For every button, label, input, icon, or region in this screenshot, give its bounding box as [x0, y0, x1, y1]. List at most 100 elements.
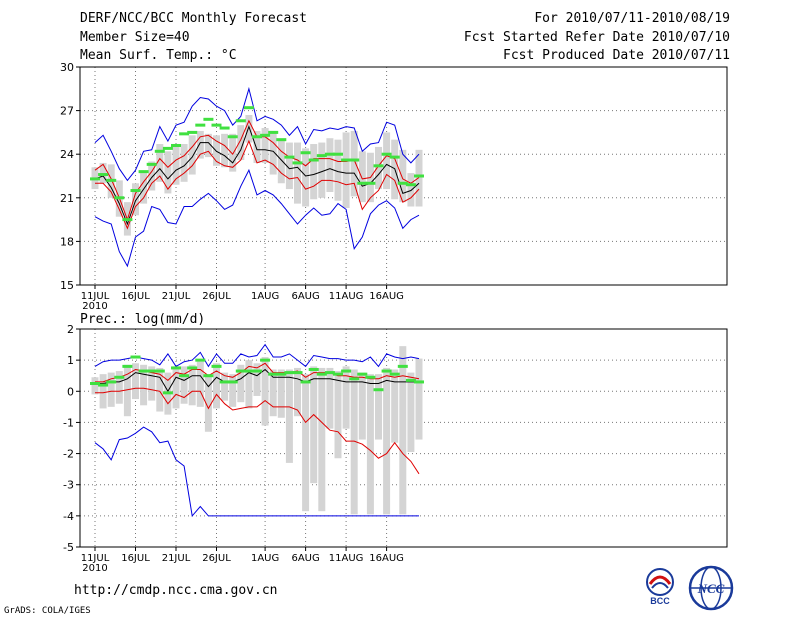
ensemble-box — [237, 364, 245, 403]
ensemble-box — [188, 364, 196, 406]
observed-marker — [414, 380, 424, 384]
ensemble-box — [99, 374, 107, 409]
observed-marker — [154, 149, 165, 153]
observed-marker — [227, 135, 238, 139]
observed-marker — [252, 369, 262, 373]
ensemble-box — [188, 135, 196, 175]
observed-marker — [154, 369, 165, 373]
observed-marker — [219, 380, 230, 384]
observed-marker — [316, 154, 327, 158]
ensemble-box — [350, 369, 358, 515]
x-tick-label: 11AUG — [329, 291, 364, 302]
observed-marker — [324, 371, 335, 375]
observed-marker — [106, 380, 117, 384]
max-line — [94, 343, 420, 368]
ensemble-box — [277, 369, 285, 418]
ensemble-box — [302, 374, 310, 512]
ensemble-box — [148, 366, 156, 401]
x-tick-label: 26JUL — [202, 553, 231, 564]
observed-marker — [260, 133, 271, 137]
x-year-label: 2010 — [82, 563, 107, 574]
observed-marker — [243, 369, 254, 373]
x-tick-label: 16AUG — [369, 553, 404, 564]
precip-panel-title: Prec.: log(mm/d) — [80, 312, 205, 327]
observed-marker — [98, 173, 109, 177]
member-size-label: Member Size=40 — [80, 30, 190, 45]
ensemble-box — [366, 374, 374, 515]
ensemble-box — [132, 363, 139, 400]
observed-marker — [414, 174, 424, 178]
y-tick-label: 1 — [67, 354, 74, 367]
x-tick-label: 1AUG — [251, 553, 279, 564]
ensemble-box — [358, 372, 366, 440]
ensemble-box — [123, 364, 131, 417]
ncc-logo-text: NCC — [697, 581, 725, 596]
y-tick-label: 24 — [60, 148, 74, 161]
observed-marker — [341, 369, 352, 373]
x-tick-label: 26JUL — [202, 291, 231, 302]
observed-marker — [284, 371, 295, 375]
observed-marker — [98, 383, 109, 387]
bcc-logo-text: BCC — [650, 596, 670, 606]
panel-precipitation: -5 -4 -3 -2 -1 0 1 2 11JUL 16JUL 21JUL 26JUL 1AUG 6AU… — [63, 312, 728, 574]
observed-marker — [179, 132, 190, 136]
observed-marker — [324, 152, 335, 156]
observed-marker — [308, 158, 319, 162]
ensemble-box — [383, 367, 391, 515]
y-tick-label: 2 — [67, 323, 74, 336]
observed-marker — [292, 371, 303, 375]
y-tick-label: 27 — [60, 105, 74, 118]
observed-marker — [227, 380, 238, 384]
ensemble-box — [415, 149, 423, 207]
plot-frame — [79, 328, 728, 548]
observed-marker — [373, 388, 384, 392]
ensemble-box — [237, 125, 245, 161]
source-url[interactable]: http://cmdp.ncc.cma.gov.cn — [74, 583, 278, 598]
observed-marker — [122, 364, 133, 368]
observed-marker — [389, 372, 400, 376]
observed-marker — [276, 138, 287, 142]
observed-marker — [187, 130, 198, 134]
x-tick-label: 1AUG — [251, 291, 279, 302]
ensemble-box — [334, 371, 342, 459]
ncc-logo: NCC — [688, 565, 734, 611]
observed-marker — [179, 374, 190, 378]
x-tick-label: 21JUL — [162, 553, 191, 564]
observed-marker — [349, 158, 360, 162]
ensemble-box — [326, 367, 334, 429]
observed-marker — [268, 130, 279, 134]
min-line — [94, 168, 420, 268]
ensemble-box — [172, 366, 180, 409]
observed-marker — [106, 178, 117, 182]
ensemble-box — [375, 374, 382, 440]
ensemble-mean-line — [95, 368, 419, 393]
observed-marker — [260, 358, 271, 362]
ensemble-box — [318, 367, 326, 512]
observed-marker — [397, 364, 408, 368]
ensemble-box — [342, 366, 350, 429]
observed-marker — [300, 380, 311, 384]
y-tick-label: 0 — [67, 385, 74, 398]
x-tick-label: 11AUG — [329, 553, 364, 564]
ensemble-box — [269, 369, 277, 417]
observed-marker — [243, 106, 254, 110]
observed-marker — [90, 382, 100, 385]
x-tick-label: 11JUL — [81, 553, 110, 564]
ensemble-box — [391, 369, 399, 443]
observed-marker — [195, 358, 206, 362]
refer-date: Fcst Started Refer Date 2010/07/10 — [463, 30, 730, 45]
observed-marker — [349, 377, 360, 381]
ensemble-box — [342, 132, 350, 208]
ensemble-box — [294, 367, 301, 417]
observed-marker — [405, 183, 416, 187]
observed-marker — [130, 189, 141, 193]
ensemble-box — [172, 145, 180, 185]
observed-marker — [219, 126, 230, 130]
ensemble-box — [399, 346, 407, 515]
observed-marker — [357, 181, 368, 185]
ensemble-box — [375, 146, 382, 190]
observed-marker — [300, 151, 311, 155]
observed-marker — [397, 181, 408, 185]
y-tick-label: -5 — [63, 541, 74, 554]
x-tick-label: 16AUG — [369, 291, 404, 302]
